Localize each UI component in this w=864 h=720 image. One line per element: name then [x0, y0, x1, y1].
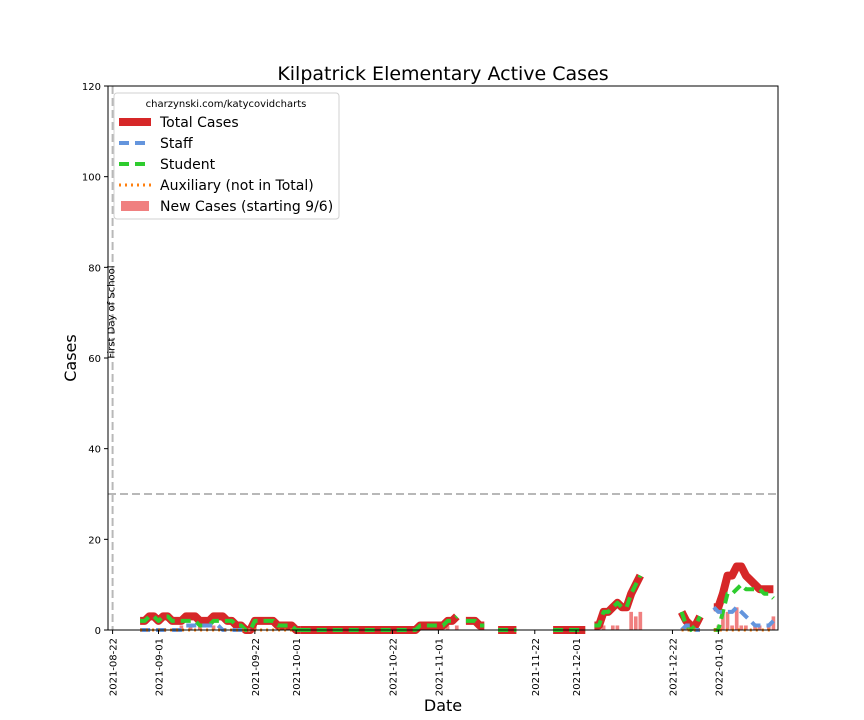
plot-area: First Day of School 0 20 40 60 80 100 120 2021-0…	[82, 82, 779, 696]
legend-swatch-new-cases-starting	[121, 201, 149, 211]
y-tick-label: 20	[88, 535, 101, 546]
new-cases-bar	[739, 625, 744, 630]
new-cases-bar	[454, 625, 459, 630]
new-cases-bar	[744, 625, 748, 630]
legend: charzynski.com/katycovidcharts Total Case…	[113, 92, 340, 220]
y-tick-label: 120	[82, 82, 101, 93]
legend-label-student: Student	[160, 157, 216, 173]
legend-label-new-cases-starting: New Cases (starting 9/6)	[160, 199, 333, 215]
new-cases-bar	[445, 625, 450, 630]
legend-box	[113, 92, 340, 220]
student-line	[140, 614, 301, 632]
new-cases-bar	[188, 625, 193, 630]
student-line	[465, 618, 485, 628]
total-cases-line	[594, 573, 644, 630]
new-cases-bar	[725, 611, 730, 630]
new-cases-bar	[734, 607, 739, 630]
new-cases-bar	[730, 625, 734, 630]
y-tick-label: 40	[88, 445, 101, 456]
chart-title: Kilpatrick Elementary Active Cases	[277, 63, 608, 85]
staff-line	[712, 605, 775, 628]
x-tick-label: 2021-12-01	[572, 638, 583, 696]
x-tick-label: 2021-09-22	[251, 638, 262, 696]
new-cases-bar	[197, 625, 202, 630]
new-cases-bar	[757, 625, 762, 630]
total-cases-line	[713, 562, 774, 612]
y-tick-label: 80	[88, 263, 101, 274]
student-line	[300, 614, 459, 632]
x-tick-label: 2021-09-01	[154, 638, 165, 696]
student-line	[594, 574, 643, 628]
x-axis-label: Date	[424, 696, 462, 715]
new-cases-bar	[610, 625, 615, 630]
x-tick-label: 2021-11-01	[434, 638, 445, 696]
x-tick-label: 2021-08-22	[109, 638, 120, 696]
new-cases-bar	[638, 611, 643, 630]
legend-label-staff: Staff	[160, 136, 193, 152]
new-cases-bar	[633, 616, 638, 630]
new-cases-bar	[211, 625, 216, 630]
new-cases-bar	[766, 625, 771, 630]
new-cases-bar	[753, 625, 757, 630]
x-tick-label: 2021-11-22	[531, 638, 542, 696]
x-tick-label: 2021-10-01	[292, 638, 303, 696]
legend-label-total-cases: Total Cases	[159, 115, 239, 131]
y-tick-label: 60	[88, 354, 101, 365]
first-day-label: First Day of School	[107, 265, 118, 358]
x-tick-label: 2021-10-22	[389, 638, 400, 696]
new-cases-bar	[615, 625, 620, 630]
x-tick-label: 2022-01-01	[714, 638, 725, 696]
total-cases-line	[300, 613, 460, 634]
legend-label-auxiliary-not-in-total: Auxiliary (not in Total)	[160, 178, 314, 194]
y-axis-label: Cases	[61, 334, 80, 382]
student-line	[713, 582, 775, 632]
y-tick-label: 0	[95, 626, 101, 637]
x-tick-label: 2021-12-22	[668, 638, 679, 696]
y-tick-label: 100	[82, 173, 101, 184]
new-cases-bar	[721, 611, 725, 630]
new-cases-bar	[179, 625, 184, 630]
staff-line	[140, 623, 251, 632]
new-cases-bar	[601, 625, 606, 630]
legend-title: charzynski.com/katycovidcharts	[146, 99, 307, 110]
new-cases-bar	[629, 611, 633, 630]
